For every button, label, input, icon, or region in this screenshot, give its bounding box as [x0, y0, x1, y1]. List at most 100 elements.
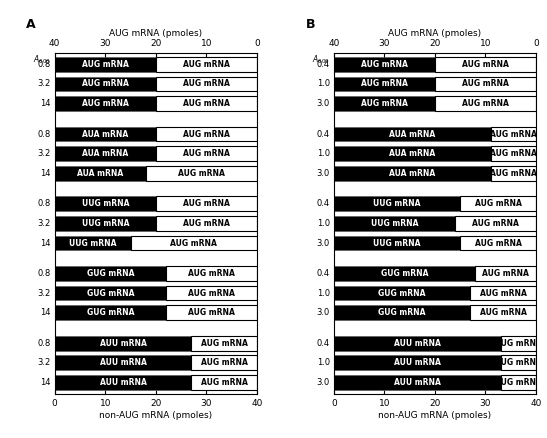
Bar: [334, 266, 475, 281]
Bar: [156, 216, 257, 231]
Text: AUG mRNA: AUG mRNA: [201, 339, 248, 348]
Bar: [55, 305, 166, 320]
Text: AUA mRNA: AUA mRNA: [77, 169, 123, 178]
Text: 0.8: 0.8: [37, 60, 51, 69]
Bar: [131, 236, 257, 251]
Bar: [470, 305, 536, 320]
Bar: [55, 216, 156, 231]
Bar: [166, 286, 257, 300]
Text: GUG mRNA: GUG mRNA: [86, 289, 134, 297]
Text: AUG mRNA: AUG mRNA: [183, 199, 230, 208]
Text: 1.0: 1.0: [317, 79, 330, 88]
Bar: [166, 305, 257, 320]
Text: 14: 14: [40, 239, 51, 247]
Text: AUG mRNA: AUG mRNA: [183, 79, 230, 88]
Text: A: A: [26, 18, 36, 32]
Text: UUG mRNA: UUG mRNA: [373, 239, 421, 247]
Text: UUG mRNA: UUG mRNA: [373, 199, 421, 208]
X-axis label: AUG mRNA (pmoles): AUG mRNA (pmoles): [388, 29, 481, 38]
Text: GUG mRNA: GUG mRNA: [381, 269, 428, 278]
Bar: [55, 96, 156, 111]
Bar: [55, 77, 156, 92]
Bar: [334, 77, 435, 92]
Bar: [460, 236, 536, 251]
Bar: [55, 375, 191, 390]
Bar: [334, 336, 501, 350]
Text: $A_{600}$: $A_{600}$: [312, 53, 330, 66]
Bar: [334, 146, 491, 161]
Text: AUG mRNA: AUG mRNA: [188, 269, 235, 278]
Bar: [475, 266, 536, 281]
Text: 14: 14: [40, 169, 51, 178]
Text: AUG mRNA: AUG mRNA: [490, 149, 537, 158]
Text: AUG mRNA: AUG mRNA: [188, 308, 235, 317]
Bar: [146, 166, 257, 180]
Bar: [55, 127, 156, 141]
Bar: [55, 146, 156, 161]
Text: AUG mRNA: AUG mRNA: [201, 378, 248, 387]
Text: AUG mRNA: AUG mRNA: [361, 99, 408, 108]
Text: AUG mRNA: AUG mRNA: [462, 99, 509, 108]
Text: 3.0: 3.0: [317, 169, 330, 178]
Bar: [334, 375, 501, 390]
Bar: [460, 196, 536, 211]
Text: 3.0: 3.0: [317, 99, 330, 108]
Bar: [55, 57, 156, 72]
Bar: [156, 146, 257, 161]
Text: 14: 14: [40, 378, 51, 387]
Bar: [435, 77, 536, 92]
X-axis label: AUG mRNA (pmoles): AUG mRNA (pmoles): [109, 29, 202, 38]
Text: 0.4: 0.4: [317, 130, 330, 138]
Text: AUA mRNA: AUA mRNA: [389, 149, 435, 158]
Text: AUG mRNA: AUG mRNA: [183, 219, 230, 228]
Text: 14: 14: [40, 99, 51, 108]
Text: B: B: [305, 18, 315, 32]
Bar: [501, 336, 536, 350]
Text: AUG mRNA: AUG mRNA: [82, 99, 129, 108]
Text: 0.4: 0.4: [317, 339, 330, 348]
Text: AUA mRNA: AUA mRNA: [389, 169, 435, 178]
Text: 14: 14: [40, 308, 51, 317]
Bar: [156, 127, 257, 141]
Text: AUG mRNA: AUG mRNA: [490, 130, 537, 138]
Text: AUG mRNA: AUG mRNA: [462, 60, 509, 69]
Bar: [334, 96, 435, 111]
Bar: [491, 127, 536, 141]
Bar: [470, 286, 536, 300]
Text: AUU mRNA: AUU mRNA: [394, 358, 441, 367]
Text: 1.0: 1.0: [317, 219, 330, 228]
Text: AUU mRNA: AUU mRNA: [394, 339, 441, 348]
Text: 3.2: 3.2: [37, 358, 51, 367]
Text: 0.4: 0.4: [317, 60, 330, 69]
Text: AUG mRNA: AUG mRNA: [183, 130, 230, 138]
Bar: [55, 266, 166, 281]
Text: GUG mRNA: GUG mRNA: [379, 308, 426, 317]
Text: AUG mRNA: AUG mRNA: [170, 239, 217, 247]
Bar: [334, 216, 455, 231]
Bar: [191, 375, 257, 390]
Text: GUG mRNA: GUG mRNA: [86, 308, 134, 317]
Bar: [334, 286, 470, 300]
Bar: [501, 355, 536, 370]
Bar: [55, 166, 146, 180]
Bar: [191, 355, 257, 370]
Text: AUU mRNA: AUU mRNA: [100, 358, 147, 367]
Text: AUG mRNA: AUG mRNA: [201, 358, 248, 367]
Text: 3.2: 3.2: [37, 149, 51, 158]
Text: AUG mRNA: AUG mRNA: [472, 219, 519, 228]
Text: AUG mRNA: AUG mRNA: [183, 149, 230, 158]
Bar: [334, 57, 435, 72]
Bar: [501, 375, 536, 390]
Bar: [334, 236, 460, 251]
Text: AUU mRNA: AUU mRNA: [100, 339, 147, 348]
Text: AUG mRNA: AUG mRNA: [183, 99, 230, 108]
Text: AUG mRNA: AUG mRNA: [475, 239, 522, 247]
Text: AUG mRNA: AUG mRNA: [495, 339, 542, 348]
Text: AUG mRNA: AUG mRNA: [183, 60, 230, 69]
Bar: [166, 266, 257, 281]
Text: 3.0: 3.0: [317, 378, 330, 387]
Text: AUG mRNA: AUG mRNA: [361, 79, 408, 88]
X-axis label: non-AUG mRNA (pmoles): non-AUG mRNA (pmoles): [379, 411, 492, 420]
Text: 0.4: 0.4: [317, 199, 330, 208]
Text: $A_{600}$: $A_{600}$: [33, 53, 51, 66]
